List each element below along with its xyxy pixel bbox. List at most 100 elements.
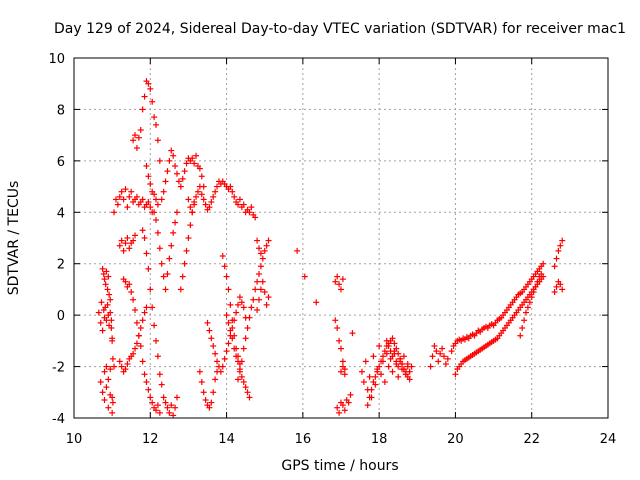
data-point [189,209,196,216]
y-tick-labels: -4 -2 0 2 4 6 8 10 [48,52,65,427]
data-point [225,340,232,347]
data-point [238,299,245,306]
data-point [442,361,449,367]
data-point [521,317,528,324]
data-point [160,394,167,401]
data-point [132,307,139,313]
data-point [133,340,140,347]
y-tick-label: 4 [57,206,65,221]
data-point [383,337,390,344]
data-point [122,186,129,193]
data-point [374,368,381,375]
data-point [108,317,115,324]
data-point [559,286,566,293]
data-point [378,371,385,378]
data-point [164,404,171,411]
data-point [116,358,123,365]
data-point [261,289,268,295]
data-point [107,296,114,303]
data-point [210,389,217,396]
data-point [141,309,148,316]
data-point [198,191,205,198]
data-point [248,304,255,311]
data-point [372,373,379,380]
y-tick-label: -2 [52,361,65,376]
data-point [189,155,196,162]
data-point [252,214,259,221]
data-point [143,304,150,311]
data-point [99,265,106,272]
data-point [233,353,240,360]
data-point [109,399,116,406]
data-point [397,355,404,362]
data-point [240,201,247,208]
data-point [339,363,346,370]
data-point [250,296,257,303]
data-point [105,376,112,383]
data-point [194,188,201,195]
data-point [206,404,213,411]
data-point [427,363,434,370]
data-point [227,301,234,308]
data-point [242,335,249,342]
data-point [149,98,156,105]
data-point [170,229,177,236]
data-point [400,353,407,360]
data-point [154,201,161,208]
data-point [111,209,118,216]
data-point [246,314,253,321]
data-point [175,178,182,185]
data-point [334,325,341,331]
data-point [336,337,343,344]
data-point [106,291,113,298]
y-tick-label: 0 [57,309,65,324]
data-point [236,294,243,301]
data-point [162,399,169,406]
data-point [183,247,190,254]
y-tick-label: 8 [57,103,65,118]
data-point [141,371,148,378]
data-point [339,358,346,365]
data-point [164,168,171,175]
data-point [402,368,409,375]
data-point [99,327,106,334]
data-point [240,345,247,352]
data-point [263,242,270,249]
data-point [208,399,215,406]
data-point [122,366,129,373]
data-point [229,335,236,342]
data-point [156,157,163,164]
data-point [97,319,104,326]
data-point [133,319,140,326]
data-point [191,201,198,208]
data-point [238,373,245,380]
data-point [202,201,209,208]
data-point [145,386,152,393]
data-point [185,235,192,241]
data-point [139,317,146,324]
data-point [204,319,211,326]
data-point [158,196,165,203]
data-point [389,335,396,342]
data-point [124,361,131,367]
data-point [399,361,406,367]
data-point [389,368,396,375]
data-point [301,273,308,280]
data-point [255,296,262,303]
data-point [187,204,194,211]
data-point [349,330,356,337]
data-point [362,358,369,365]
data-point [147,181,154,187]
x-tick-label: 16 [295,432,312,447]
data-point [153,337,160,344]
data-point [235,201,242,208]
x-tick-label: 10 [66,432,83,447]
data-point [532,283,539,290]
data-point [99,389,106,396]
data-point [95,309,102,316]
data-point [118,188,125,195]
data-point [147,204,154,211]
data-point [212,376,219,383]
y-tick-label: -4 [52,412,65,427]
